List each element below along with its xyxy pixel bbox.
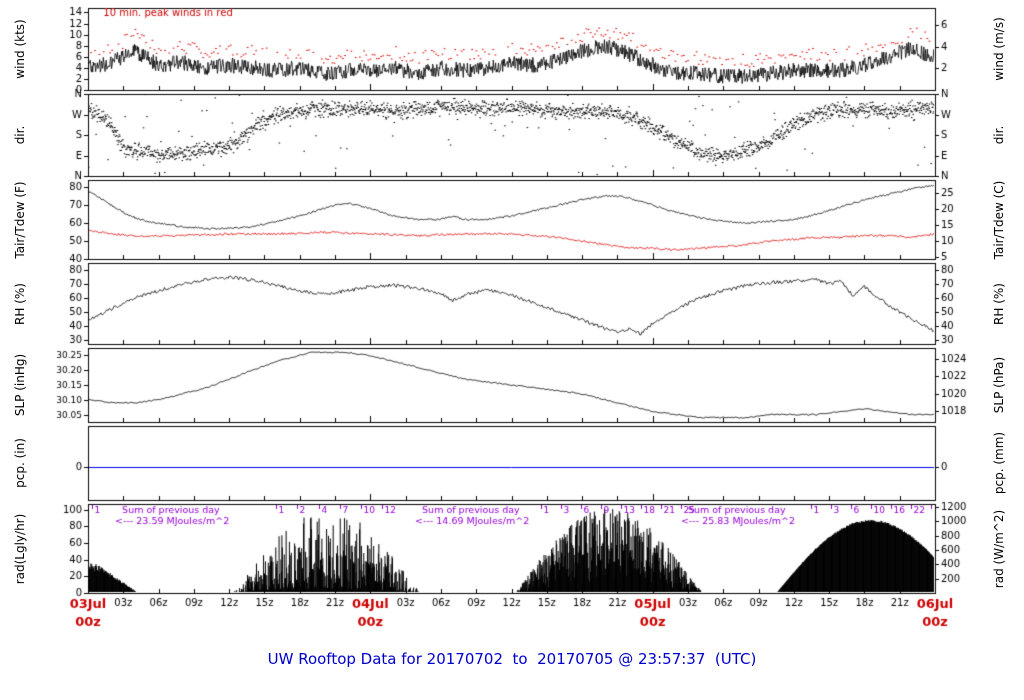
ylabel-tair-left: Tair/Tdew (F) (13, 181, 27, 259)
ylabel-pcp-right: pcp. (mm) (992, 431, 1006, 495)
ylabel-rh-left: RH (%) (13, 283, 27, 325)
ylabel-dir-right: dir. (992, 125, 1006, 145)
ylabel-pcp-left: pcp. (in) (13, 438, 27, 488)
ylabel-dir-left: dir. (13, 125, 27, 145)
ylabel-wind-right: wind (m/s) (992, 17, 1006, 81)
ylabel-rad-right: rad (W/m^2) (992, 509, 1006, 589)
ylabel-slp-right: SLP (hPa) (992, 356, 1006, 414)
ylabel-wind-left: wind (kts) (13, 19, 27, 79)
ylabel-rh-right: RH (%) (992, 283, 1006, 325)
plot-title: UW Rooftop Data for 20170702 to 20170705… (267, 650, 757, 668)
ylabel-slp-left: SLP (inHg) (13, 353, 27, 417)
ylabel-tair-right: Tair/Tdew (C) (992, 180, 1006, 260)
ylabel-rad-left: rad(Lgly/hr) (13, 513, 27, 585)
